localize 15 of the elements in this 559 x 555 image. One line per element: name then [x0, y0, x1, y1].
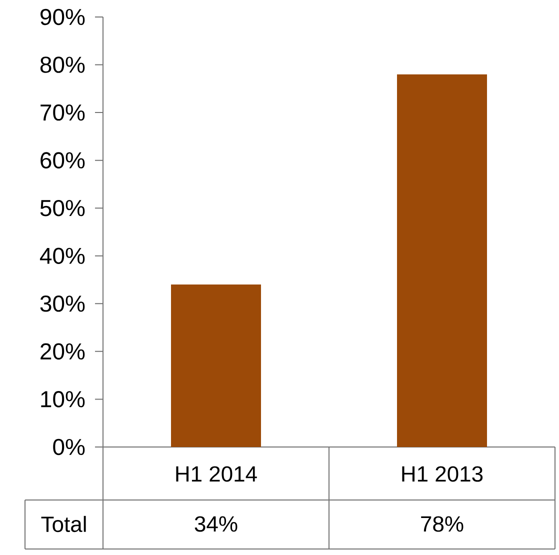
text: Total	[41, 516, 86, 532]
x-tick-label: H1 2013	[402, 466, 483, 482]
y-tick-label: 60%	[40, 152, 85, 168]
y-tick-label: 0%	[53, 438, 85, 456]
y-tick-label: 80%	[40, 56, 85, 73]
y-tick-label: 20%	[40, 343, 85, 360]
y-tick-label: 70%	[40, 104, 85, 121]
y-tick-label: 90%	[40, 8, 85, 26]
data-label: 34%	[194, 516, 238, 532]
data-label: 78%	[421, 516, 464, 532]
y-tick-label: 10%	[41, 391, 85, 408]
y-tick-label: 40%	[40, 248, 85, 264]
y-tick-label: 50%	[40, 200, 85, 216]
x-tick-label: H1 2014	[176, 466, 257, 482]
y-tick-label: 30%	[40, 296, 85, 312]
